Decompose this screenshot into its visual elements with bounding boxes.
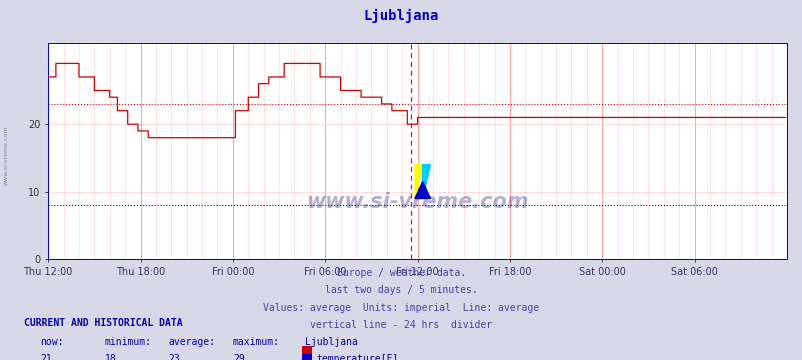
Text: 18: 18 [104, 354, 116, 360]
Text: 29: 29 [233, 354, 245, 360]
Polygon shape [415, 165, 422, 198]
Text: CURRENT AND HISTORICAL DATA: CURRENT AND HISTORICAL DATA [24, 318, 183, 328]
Text: 23: 23 [168, 354, 180, 360]
Text: maximum:: maximum: [233, 337, 280, 347]
Text: www.si-vreme.com: www.si-vreme.com [306, 192, 529, 212]
Text: Europe / weather data.: Europe / weather data. [337, 268, 465, 278]
Polygon shape [415, 181, 430, 198]
Text: vertical line - 24 hrs  divider: vertical line - 24 hrs divider [310, 320, 492, 330]
Text: average:: average: [168, 337, 216, 347]
Text: now:: now: [40, 337, 63, 347]
Text: www.si-vreme.com: www.si-vreme.com [4, 125, 9, 185]
Text: Ljubljana: Ljubljana [363, 9, 439, 23]
Text: temperature[F]: temperature[F] [316, 354, 398, 360]
Polygon shape [422, 165, 430, 198]
Text: last two days / 5 minutes.: last two days / 5 minutes. [325, 285, 477, 296]
Text: 21: 21 [40, 354, 52, 360]
Text: minimum:: minimum: [104, 337, 152, 347]
Text: Ljubljana: Ljubljana [305, 337, 358, 347]
Text: Values: average  Units: imperial  Line: average: Values: average Units: imperial Line: av… [263, 303, 539, 313]
